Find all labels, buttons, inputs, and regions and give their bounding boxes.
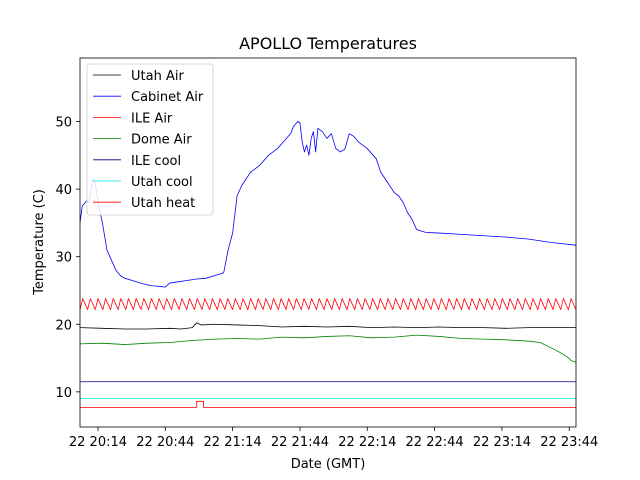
x-tick-label: 22 20:44 (136, 435, 194, 450)
legend: Utah Air Cabinet Air ILE Air Dome Air ILE co… (86, 63, 214, 216)
plot-frame (79, 57, 577, 428)
legend-label: Utah Air (131, 69, 184, 84)
y-tick-label: 10 (55, 386, 72, 401)
series-line-utah-air (80, 322, 576, 330)
legend-label: ILE Air (131, 111, 173, 126)
y-tick-label: 30 (55, 251, 72, 266)
x-tick-label: 22 23:44 (540, 435, 598, 450)
x-tick-label: 22 22:44 (406, 435, 464, 450)
legend-label: Utah cool (131, 175, 193, 190)
chart-title: APOLLO Temperatures (239, 34, 417, 53)
x-tick-label: 22 21:44 (271, 435, 329, 450)
y-tick-label: 50 (55, 116, 72, 131)
y-tick-label: 40 (55, 183, 72, 198)
legend-label: ILE cool (131, 154, 181, 169)
series-line-ile-air (80, 298, 576, 310)
x-tick-label: 22 23:14 (473, 435, 531, 450)
series-line-cabinet-air (80, 121, 576, 288)
y-tick-label: 20 (55, 318, 72, 333)
x-tick-label: 22 22:14 (338, 435, 396, 450)
x-tick-label: 22 21:14 (204, 435, 262, 450)
legend-frame (86, 63, 214, 216)
x-axis-label: Date (GMT) (291, 457, 366, 472)
legend-label: Dome Air (131, 133, 192, 148)
series-line-dome-air (80, 334, 576, 363)
x-tick-label: 22 20:14 (69, 435, 127, 450)
series-line-utah-heat (80, 400, 576, 408)
legend-label: Utah heat (131, 196, 195, 211)
legend-label: Cabinet Air (131, 90, 204, 105)
y-axis-label: Temperature (C) (32, 189, 47, 296)
